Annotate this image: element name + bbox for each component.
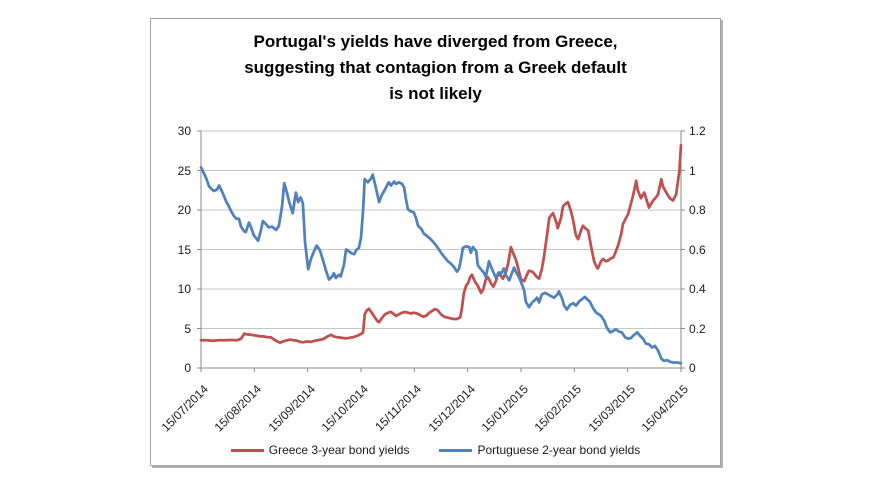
right-axis-tick-label: 0.8 (689, 203, 706, 217)
right-axis-tick-label: 1 (689, 163, 696, 178)
gridlines (201, 130, 681, 329)
x-axis-tick-label: 15/01/2015 (478, 382, 531, 435)
legend-item-portugal: Portuguese 2-year bond yields (439, 443, 640, 457)
legend-label-portugal: Portuguese 2-year bond yields (477, 443, 641, 457)
right-axis-tick-label: 0.2 (689, 321, 706, 336)
right-axis-tick-label: 0.6 (689, 242, 706, 257)
left-axis-tick-label: 25 (177, 163, 191, 178)
left-axis-tick-label: 10 (177, 282, 191, 296)
series-greece-line (199, 143, 683, 345)
right-axis-tick-label: 0.4 (689, 282, 706, 296)
x-axis-tick-label: 15/03/2015 (585, 382, 638, 435)
greece-line-swatch (230, 448, 264, 452)
x-axis-tick-label: 15/11/2014 (372, 382, 425, 434)
axis-lines (197, 130, 685, 372)
left-axis-tick-label: 30 (177, 124, 191, 138)
portugal-line-swatch (439, 448, 473, 452)
left-axis-tick-label: 5 (184, 321, 191, 336)
x-axis-tick-label: 15/09/2014 (265, 382, 318, 435)
left-axis-tick-label: 20 (177, 203, 191, 217)
x-axis-tick-label: 15/08/2014 (211, 382, 265, 435)
left-axis-tick-label: 0 (184, 361, 191, 375)
x-axis-tick-label: 15/12/2014 (425, 382, 478, 435)
x-axis-tick-label: 15/04/2015 (638, 382, 691, 435)
series-portugal-line (199, 165, 683, 365)
chart-title: Portugal's yields have diverged from Gre… (244, 32, 627, 103)
legend: Greece 3-year bond yields Portuguese 2-y… (151, 443, 720, 457)
x-axis-tick-label: 15/02/2015 (531, 382, 585, 435)
x-axis-tick-label: 15/07/2014 (158, 382, 211, 435)
left-axis-tick-label: 15 (177, 242, 191, 257)
legend-label-greece: Greece 3-year bond yields (268, 443, 410, 457)
x-axis-tick-label: 15/10/2014 (318, 382, 371, 435)
legend-item-greece: Greece 3-year bond yields (230, 443, 410, 457)
right-axis-tick-label: 0 (689, 361, 696, 375)
plot-area (197, 130, 685, 372)
right-axis-tick-label: 1.2 (689, 124, 706, 138)
chart-box: Portugal's yields have diverged from Gre… (150, 18, 721, 466)
